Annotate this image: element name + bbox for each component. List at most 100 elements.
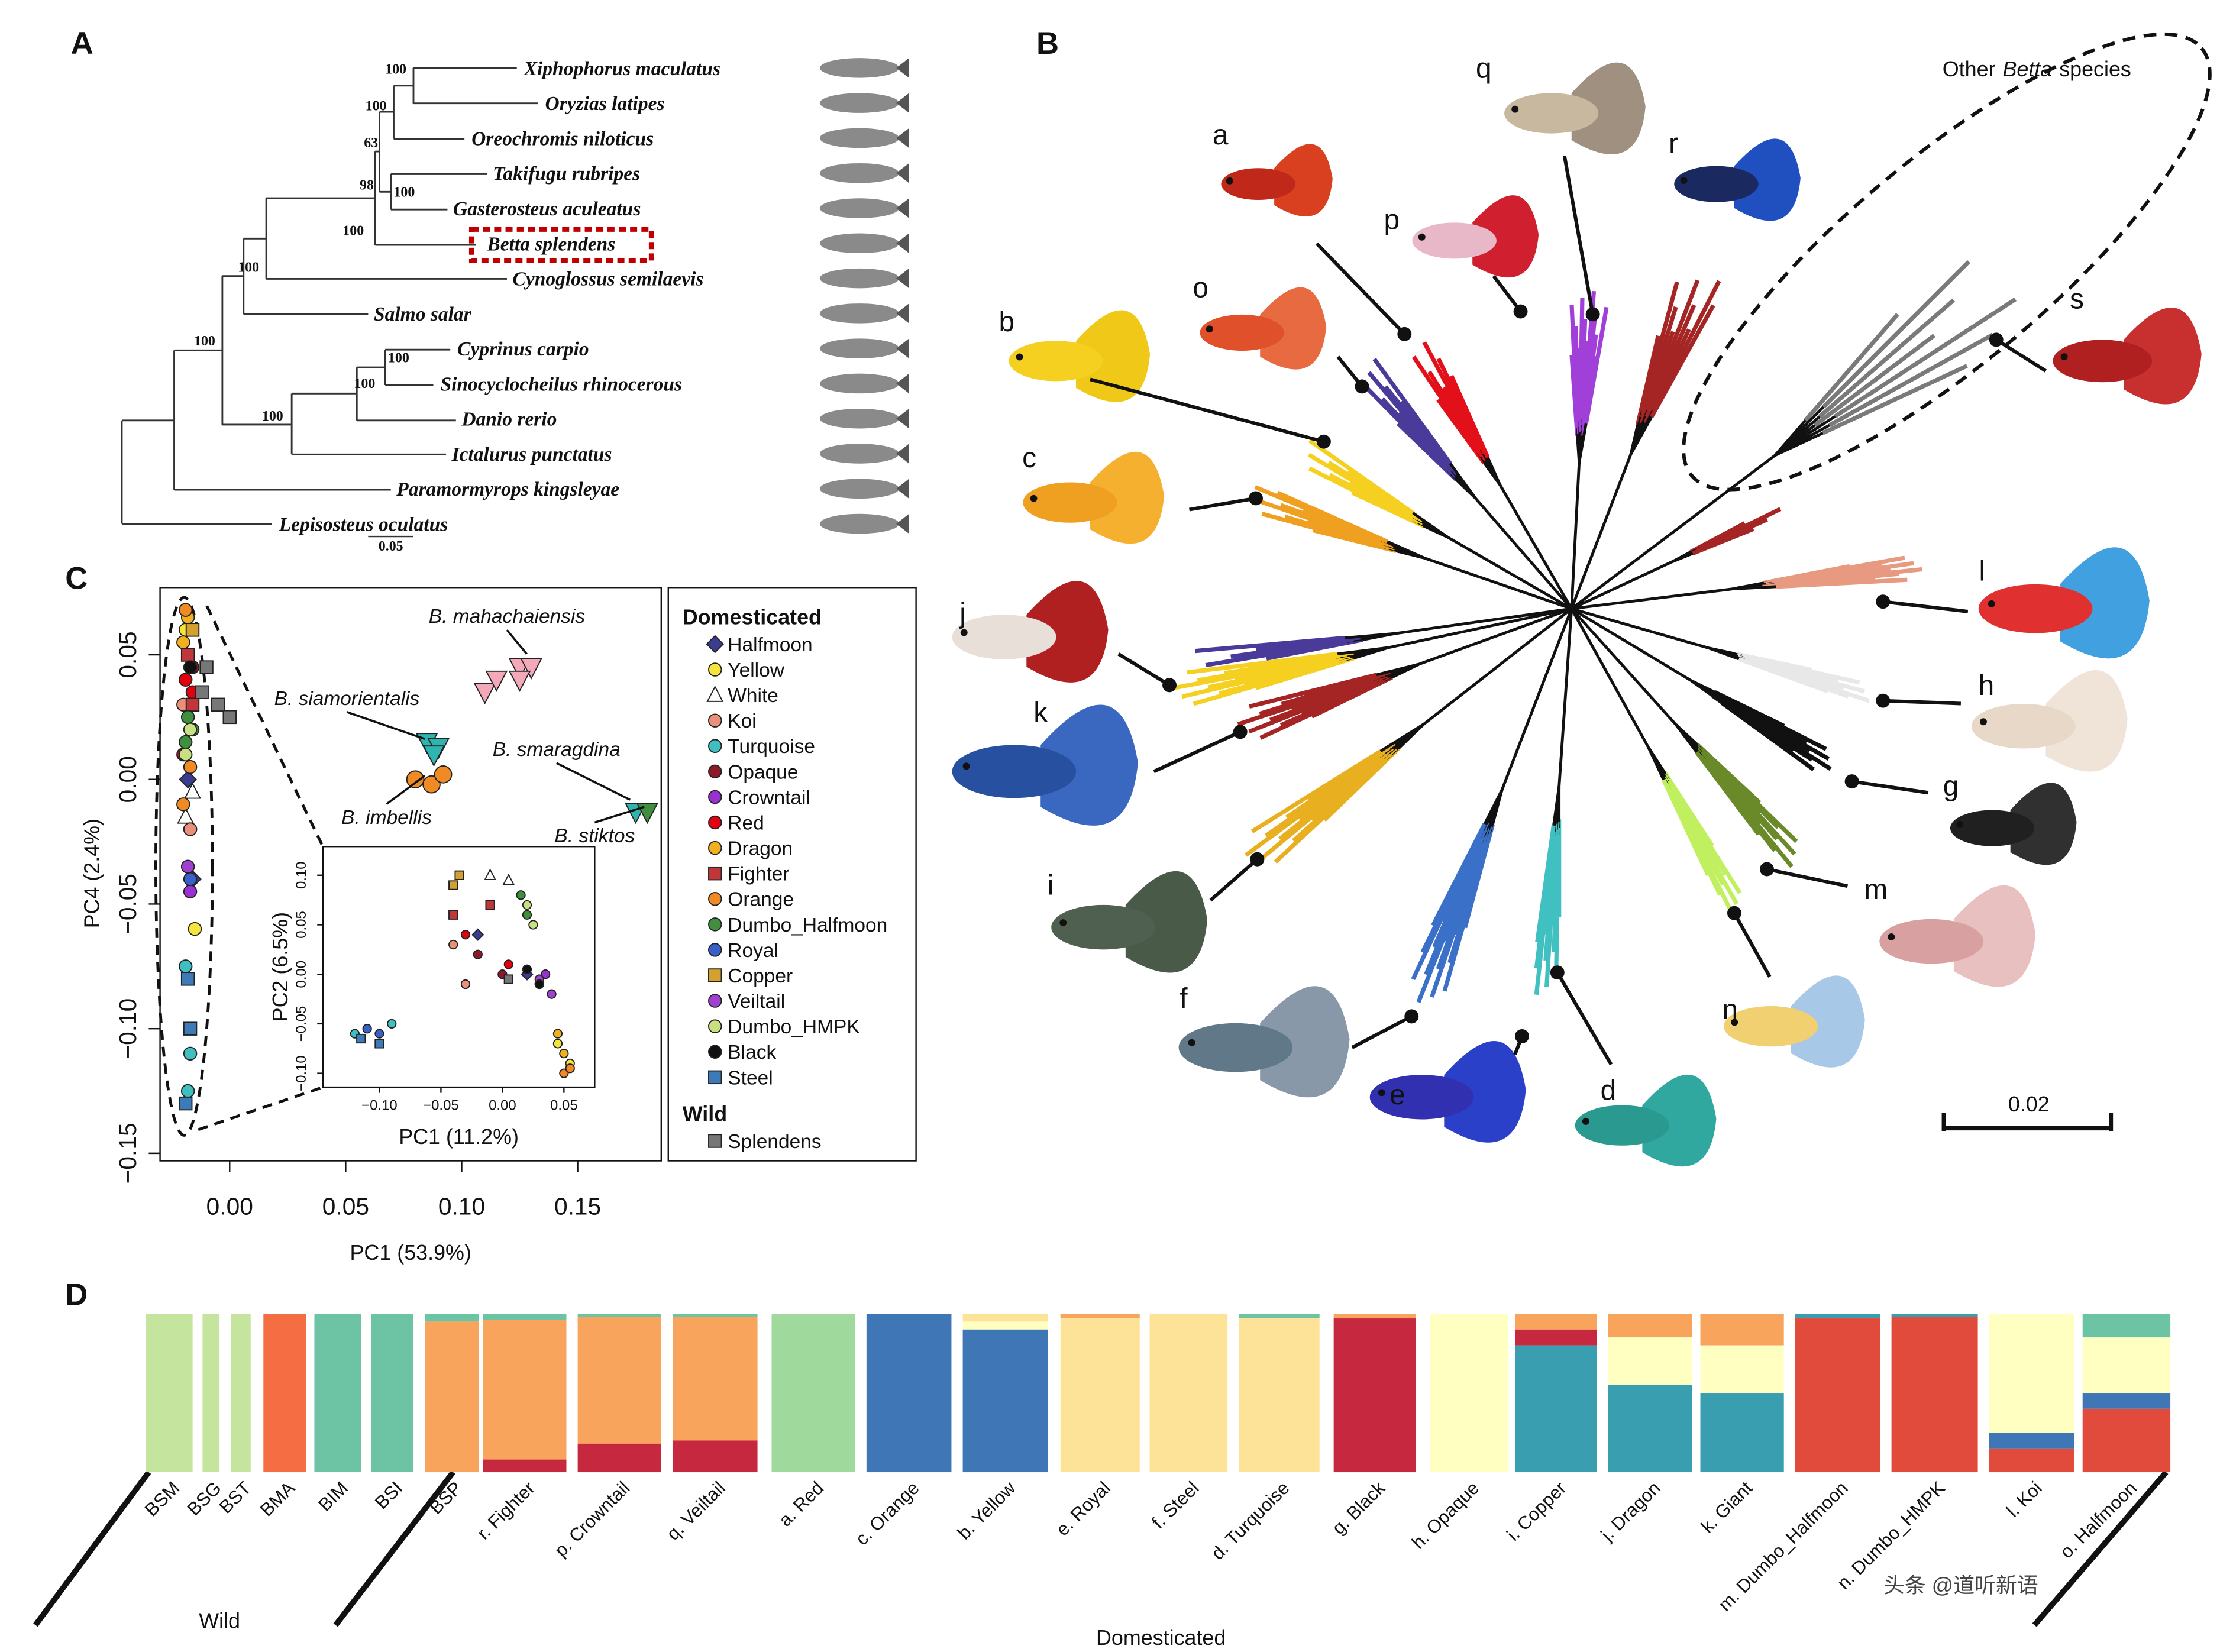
inset-x-tick-label: −0.05: [423, 1097, 459, 1113]
divider: [2032, 1470, 2169, 1627]
fish-photo: [2010, 783, 2077, 865]
ancestry-segment: [1795, 1313, 1880, 1319]
ancestry-segment: [672, 1317, 758, 1441]
legend-group: Wild: [683, 1103, 727, 1126]
group-label: BST: [215, 1478, 256, 1518]
fish-photo: [1680, 177, 1688, 185]
fish-silhouette: [819, 338, 899, 358]
x-tick-label: 0.00: [206, 1192, 253, 1220]
fish-photo: [1188, 1039, 1195, 1046]
x-tick-label: 0.10: [438, 1192, 485, 1220]
fish-photo: [1200, 314, 1284, 351]
tree-branch: [1774, 431, 1824, 457]
point: [460, 930, 471, 940]
clade-label: n: [1722, 994, 1738, 1026]
clade-label: g: [1943, 771, 1959, 802]
group-label: k. Giant: [1697, 1478, 1757, 1537]
divider: [33, 1470, 151, 1627]
point: [374, 1039, 384, 1049]
tree-branch: [1822, 364, 1968, 435]
annotation-word: Other: [1943, 57, 1996, 81]
point: [484, 868, 496, 880]
tree-branch: [1733, 585, 1777, 591]
fish-photo: [1444, 1041, 1526, 1143]
tree-branch: [1640, 281, 1679, 412]
clade-label: q: [1476, 53, 1492, 85]
point: [195, 685, 209, 699]
tree-branch: [1372, 357, 1452, 465]
fish-silhouette: [896, 198, 909, 218]
legend-marker: [708, 790, 722, 804]
tree-branch: [1570, 462, 1581, 609]
tree-branch: [1570, 453, 1633, 609]
ancestry-segment: [577, 1317, 661, 1444]
legend-marker: [708, 943, 722, 957]
point: [473, 949, 483, 959]
leader-line: [1209, 858, 1259, 902]
point: [374, 1029, 384, 1039]
point: [406, 770, 425, 789]
legend-label: Splendens: [728, 1131, 821, 1153]
ancestry-segment: [263, 1313, 306, 1473]
bootstrap-value: 100: [354, 376, 375, 392]
leader-line: [555, 762, 631, 801]
tree-branch: [1500, 608, 1573, 791]
fish-photo: [1260, 287, 1327, 370]
legend-label: Black: [728, 1042, 776, 1063]
tree-branch: [1387, 607, 1572, 649]
point: [528, 920, 538, 930]
legend-marker: [708, 1070, 722, 1085]
ancestry-segment: [1891, 1317, 1978, 1473]
ancestry-segment: [962, 1329, 1048, 1473]
tree-branch: [1645, 279, 1700, 412]
point: [222, 710, 237, 725]
point: [552, 1029, 563, 1039]
point: [179, 770, 198, 789]
ancestry-segment: [1514, 1329, 1597, 1346]
tree-branch: [1571, 607, 1693, 683]
tree-branch: [1486, 457, 1501, 486]
point: [183, 722, 198, 737]
legend-marker: [708, 1045, 722, 1059]
fish-photo: [962, 762, 970, 770]
clade-label: e: [1389, 1079, 1405, 1111]
tree-branch: [1708, 646, 1740, 661]
panel-label: B: [1036, 26, 1059, 61]
fish-silhouette: [819, 513, 899, 534]
clade-label: f: [1180, 983, 1188, 1014]
group-label: c. Orange: [851, 1478, 923, 1549]
x-axis-title: PC1 (53.9%): [350, 1241, 471, 1265]
fish-photo: [1988, 600, 1995, 607]
fish-silhouette: [819, 163, 899, 183]
inset-x-title: PC1 (11.2%): [399, 1125, 519, 1149]
taxon-label: Takifugu rubripes: [493, 163, 640, 185]
ancestry-segment: [771, 1313, 855, 1473]
leader-line: [1117, 652, 1171, 687]
fish-silhouette: [896, 233, 909, 254]
y-tick-label: 0.05: [114, 631, 141, 678]
species-label: B. smaragdina: [493, 739, 621, 761]
tree-branch: [1483, 789, 1504, 825]
point: [183, 660, 198, 674]
taxon-label: Salmo salar: [374, 303, 472, 325]
point: [552, 1039, 563, 1049]
fish-photo: [2060, 547, 2150, 659]
point: [185, 623, 200, 637]
fish-silhouette: [819, 408, 899, 429]
fish-photo: [1030, 494, 1038, 502]
leader-line: [1153, 730, 1241, 774]
fish-photo: [1040, 704, 1138, 826]
point: [534, 979, 544, 990]
y-axis-title: PC4 (2.4%): [80, 819, 104, 928]
point: [180, 710, 195, 725]
leader-dot: [1844, 774, 1859, 789]
ancestry-segment: [425, 1313, 479, 1322]
inset-y-tick-label: −0.05: [293, 1006, 309, 1042]
fish-silhouette: [819, 303, 899, 324]
leader-line: [506, 629, 528, 655]
ancestry-segment: [2082, 1393, 2171, 1409]
ancestry-segment: [1989, 1313, 2074, 1433]
leader-dot: [1397, 326, 1412, 341]
leader-line: [1851, 780, 1929, 795]
legend-label: Veiltail: [728, 991, 785, 1013]
